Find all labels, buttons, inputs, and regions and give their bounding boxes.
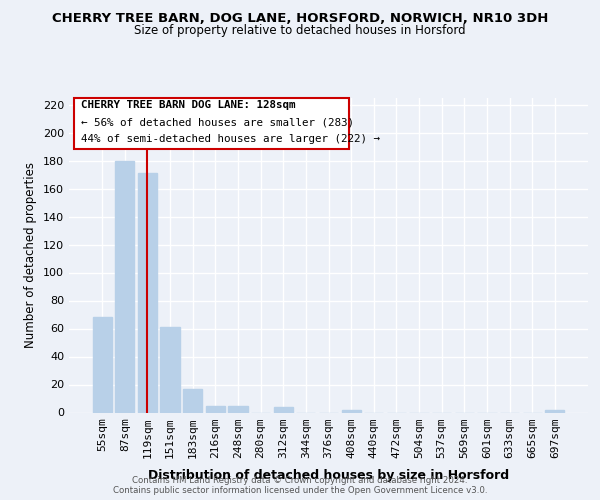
Bar <box>545 410 565 412</box>
Text: CHERRY TREE BARN, DOG LANE, HORSFORD, NORWICH, NR10 3DH: CHERRY TREE BARN, DOG LANE, HORSFORD, NO… <box>52 12 548 26</box>
Bar <box>160 327 180 412</box>
Bar <box>274 407 293 412</box>
Y-axis label: Number of detached properties: Number of detached properties <box>25 162 37 348</box>
Text: CHERRY TREE BARN DOG LANE: 128sqm: CHERRY TREE BARN DOG LANE: 128sqm <box>82 100 296 110</box>
Text: 44% of semi-detached houses are larger (222) →: 44% of semi-detached houses are larger (… <box>82 134 380 143</box>
Text: ← 56% of detached houses are smaller (283): ← 56% of detached houses are smaller (28… <box>82 118 355 128</box>
Bar <box>229 406 248 412</box>
Bar <box>341 410 361 412</box>
Text: Size of property relative to detached houses in Horsford: Size of property relative to detached ho… <box>134 24 466 37</box>
Bar <box>206 406 225 412</box>
Bar <box>115 160 134 412</box>
Text: Contains HM Land Registry data © Crown copyright and database right 2024.: Contains HM Land Registry data © Crown c… <box>132 476 468 485</box>
Bar <box>92 318 112 412</box>
Bar <box>138 173 157 412</box>
Bar <box>183 388 202 412</box>
Text: Contains public sector information licensed under the Open Government Licence v3: Contains public sector information licen… <box>113 486 487 495</box>
X-axis label: Distribution of detached houses by size in Horsford: Distribution of detached houses by size … <box>148 469 509 482</box>
